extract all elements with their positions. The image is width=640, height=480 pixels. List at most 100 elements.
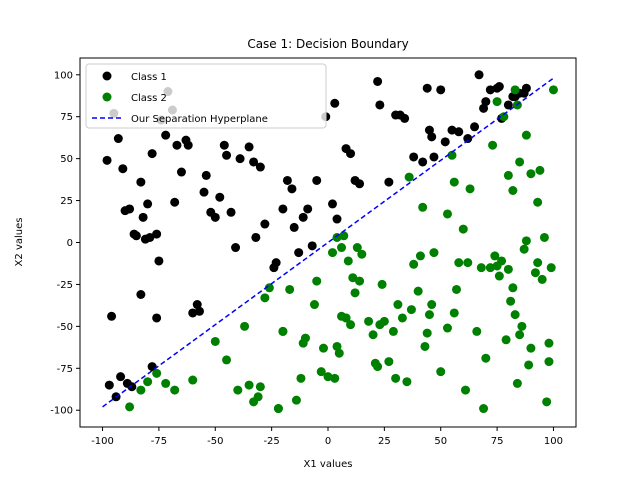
class-1-point — [494, 82, 504, 92]
class-2-point — [490, 251, 500, 261]
class-1-point — [249, 157, 259, 167]
class-2-point — [352, 243, 362, 253]
class-2-point — [318, 343, 328, 353]
class-2-point — [452, 284, 462, 294]
class-2-point — [488, 140, 498, 150]
x-tick-label: 75 — [491, 436, 504, 447]
class-2-point — [542, 397, 552, 407]
class-2-point — [436, 367, 446, 377]
class-1-point — [152, 229, 162, 239]
class-1-point — [127, 382, 137, 392]
class-2-point — [492, 97, 502, 107]
class-2-point — [418, 202, 428, 212]
class-2-point — [515, 330, 525, 340]
class-2-point — [515, 157, 525, 167]
class-2-point — [161, 378, 171, 388]
class-2-point — [377, 279, 387, 289]
class-1-point — [113, 134, 123, 144]
class-2-point — [479, 404, 489, 414]
class-2-point — [537, 274, 547, 284]
y-tick-label: 25 — [60, 196, 73, 207]
class-2-point — [447, 150, 457, 160]
class-2-point — [152, 368, 162, 378]
class-2-point — [442, 209, 452, 219]
class-2-point — [521, 130, 531, 140]
class-2-point — [501, 335, 511, 345]
y-tick-label: 75 — [60, 112, 73, 123]
class-1-point — [104, 380, 114, 390]
legend-box — [85, 63, 327, 129]
class-1-point — [102, 155, 112, 165]
class-1-point — [400, 113, 410, 123]
x-tick-label: -75 — [151, 436, 167, 447]
class-1-point — [235, 154, 245, 164]
class-2-point — [429, 248, 439, 258]
class-1-point — [294, 248, 304, 258]
x-tick-label: -25 — [263, 436, 279, 447]
class-2-point — [508, 283, 518, 293]
class-1-point — [244, 142, 254, 152]
class-2-point — [533, 197, 543, 207]
class-2-point — [442, 323, 452, 333]
class-1-point — [161, 130, 171, 140]
class-1-point — [138, 212, 148, 222]
class-2-point — [548, 85, 558, 95]
class-2-point — [188, 375, 198, 385]
class-1-point — [287, 184, 297, 194]
class-2-point — [393, 300, 403, 310]
class-2-point — [499, 112, 509, 122]
class-1-point — [260, 219, 270, 229]
class-1-point — [474, 70, 484, 80]
class-1-point — [118, 164, 128, 174]
class-1-point — [226, 207, 236, 217]
class-1-point — [215, 192, 225, 202]
class-2-point — [391, 373, 401, 383]
class-2-point — [384, 357, 394, 367]
class-1-point — [194, 306, 204, 316]
class-2-point — [461, 385, 471, 395]
class-1-point — [427, 132, 437, 142]
class-2-point — [312, 276, 322, 286]
class-1-point — [136, 177, 146, 187]
class-1-point — [418, 157, 428, 167]
class-1-point — [332, 214, 342, 224]
x-axis-label: X1 values — [304, 459, 353, 470]
class-2-point — [472, 326, 482, 336]
class-2-point — [233, 385, 243, 395]
class-2-point — [222, 355, 232, 365]
legend: Class 1 Class 2 Our Separation Hyperplan… — [85, 63, 327, 129]
class-2-point — [420, 341, 430, 351]
class-2-point — [253, 392, 263, 402]
class-2-point — [535, 165, 545, 175]
class-2-point — [328, 248, 338, 258]
class-1-point — [330, 98, 340, 108]
class-2-point — [316, 367, 326, 377]
class-2-point — [512, 378, 522, 388]
class-1-point — [436, 85, 446, 95]
class-1-point — [222, 150, 232, 160]
class-1-point — [231, 243, 241, 253]
class-2-point — [526, 343, 536, 353]
class-2-point — [296, 373, 306, 383]
class-2-point — [458, 224, 468, 234]
x-tick-label: 0 — [325, 436, 331, 447]
class-2-point — [210, 336, 220, 346]
class-1-point — [210, 212, 220, 222]
x-tick-label: 100 — [544, 436, 563, 447]
class-2-point — [278, 326, 288, 336]
class-2-point — [409, 259, 419, 269]
y-tick-label: -50 — [57, 322, 73, 333]
class-2-point — [519, 244, 529, 254]
class-1-point — [373, 76, 383, 86]
class-1-point — [219, 140, 229, 150]
class-1-point — [289, 222, 299, 232]
class-2-point — [544, 357, 554, 367]
class-2-point — [510, 310, 520, 320]
class-2-point — [521, 236, 531, 246]
class-1-point — [440, 137, 450, 147]
class-2-point — [373, 362, 383, 372]
class-1-point — [147, 149, 157, 159]
class-2-point — [449, 308, 459, 318]
class-2-point — [323, 372, 333, 382]
